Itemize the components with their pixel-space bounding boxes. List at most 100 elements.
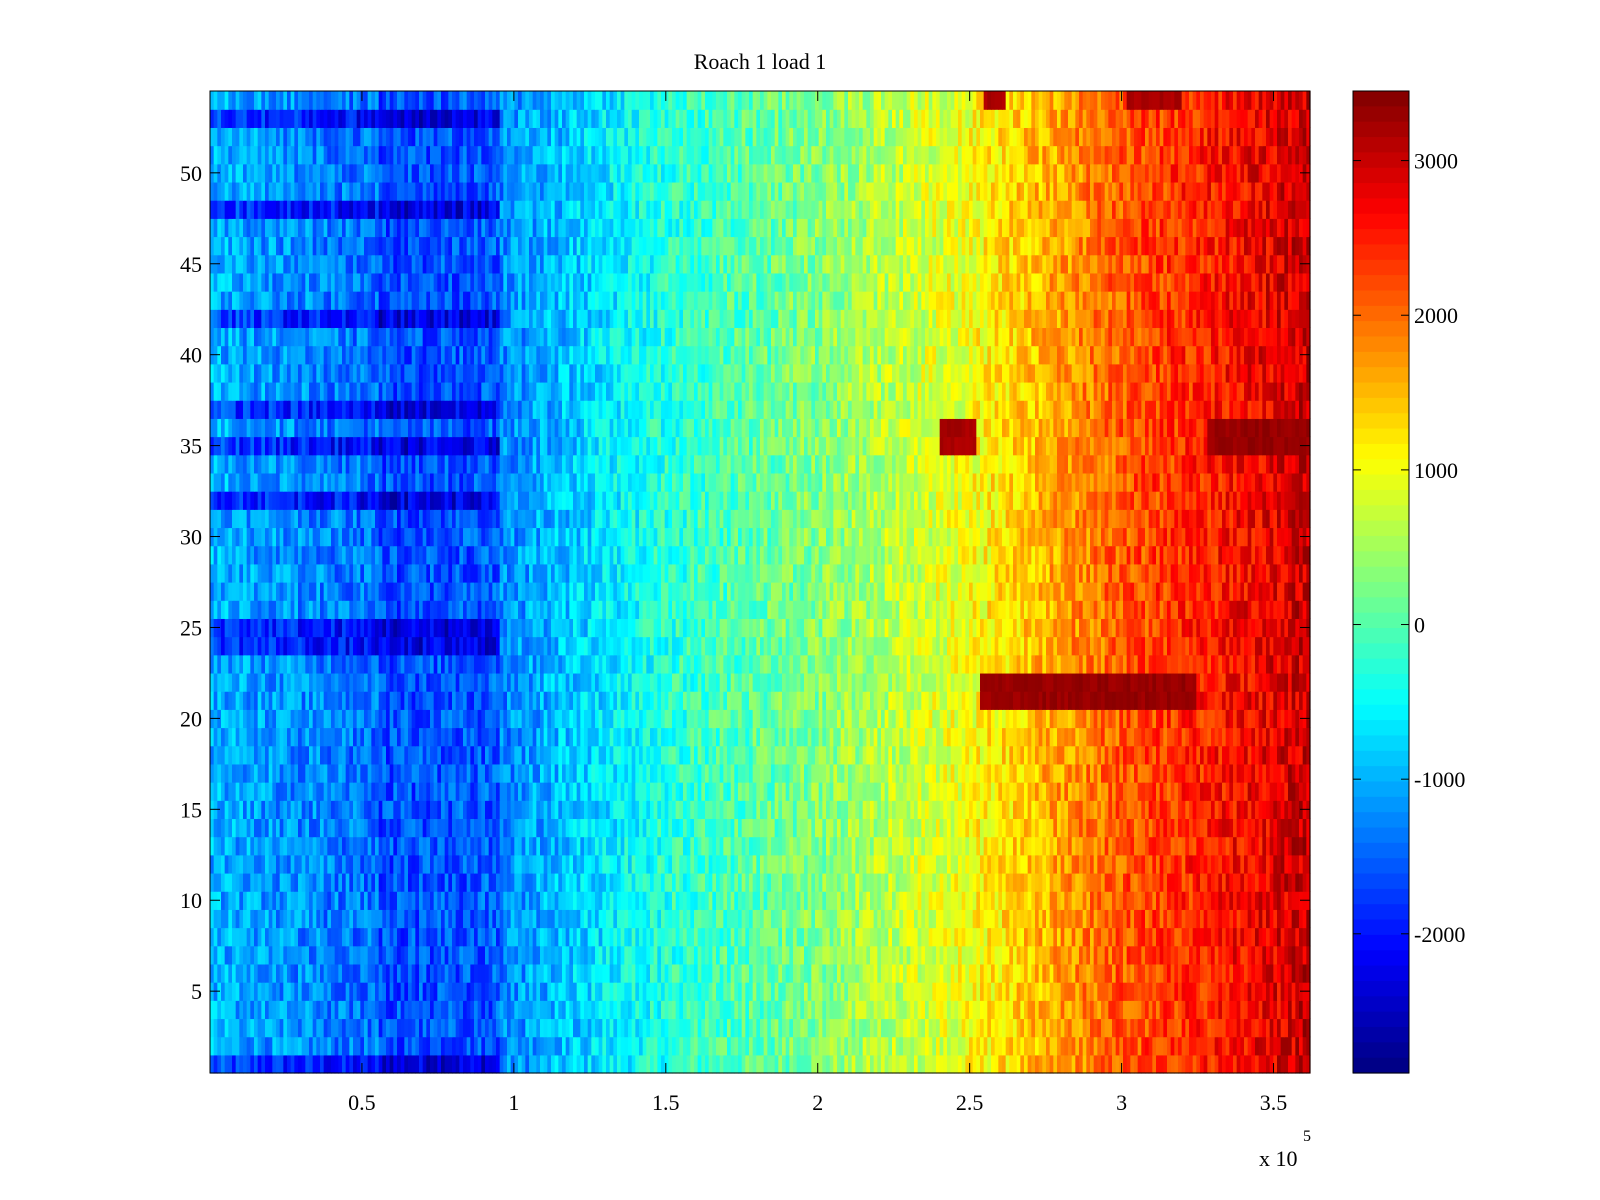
heatmap-cell: [474, 963, 479, 983]
heatmap-cell: [606, 927, 611, 947]
heatmap-cell: [774, 782, 779, 801]
heatmap-cell: [584, 927, 589, 947]
heatmap-cell: [1086, 1036, 1091, 1056]
heatmap-cell: [657, 982, 662, 1001]
heatmap-cell: [1104, 836, 1109, 856]
heatmap-cell: [507, 872, 512, 892]
heatmap-cell: [298, 854, 303, 874]
heatmap-cell: [1093, 891, 1098, 910]
heatmap-cell: [250, 963, 255, 983]
heatmap-cell: [591, 1018, 596, 1038]
heatmap-cell: [323, 872, 328, 892]
heatmap-cell: [496, 782, 501, 801]
heatmap-cell: [1068, 1000, 1073, 1020]
heatmap-cell: [1130, 963, 1135, 983]
heatmap-cell: [785, 982, 790, 1001]
heatmap-cell: [338, 854, 343, 874]
heatmap-cell: [367, 1000, 372, 1020]
heatmap-cell: [785, 1000, 790, 1020]
heatmap-cell: [617, 782, 622, 801]
heatmap-cell: [1148, 872, 1153, 892]
heatmap-cell: [994, 818, 999, 838]
heatmap-cell: [983, 963, 988, 983]
heatmap-cell: [1016, 872, 1021, 892]
heatmap-cell: [972, 782, 977, 801]
heatmap-cell: [939, 818, 944, 838]
heatmap-cell: [569, 872, 574, 892]
heatmap-cell: [778, 763, 783, 783]
heatmap-cell: [1005, 945, 1010, 965]
heatmap-cell: [1218, 1000, 1223, 1020]
heatmap-cell: [305, 800, 310, 820]
heatmap-cell: [602, 800, 607, 820]
heatmap-cell: [364, 854, 369, 874]
heatmap-cell: [675, 963, 680, 983]
heatmap-cell: [1229, 872, 1234, 892]
heatmap-cell: [1097, 872, 1102, 892]
heatmap-cell: [338, 1000, 343, 1020]
heatmap-cell: [1222, 782, 1227, 801]
heatmap-cell: [1082, 963, 1087, 983]
heatmap-cell: [283, 982, 288, 1001]
heatmap-cell: [1108, 982, 1113, 1001]
heatmap-cell: [895, 1018, 900, 1038]
heatmap-cell: [554, 909, 559, 929]
heatmap-cell: [349, 891, 354, 910]
heatmap-cell: [686, 800, 691, 820]
heatmap-cell: [404, 891, 409, 910]
heatmap-cell: [719, 1036, 724, 1056]
heatmap-cell: [1020, 800, 1025, 820]
heatmap-cell: [1115, 818, 1120, 838]
heatmap-cell: [613, 854, 618, 874]
heatmap-cell: [840, 782, 845, 801]
heatmap-cell: [430, 872, 435, 892]
heatmap-cell: [1020, 909, 1025, 929]
heatmap-cell: [525, 945, 530, 965]
heatmap-cell: [466, 1054, 471, 1074]
heatmap-cell: [939, 800, 944, 820]
heatmap-cell: [1214, 782, 1219, 801]
heatmap-cell: [774, 854, 779, 874]
heatmap-cell: [818, 1000, 823, 1020]
heatmap-cell: [998, 1036, 1003, 1056]
heatmap-cell: [448, 1054, 453, 1074]
heatmap-cell: [947, 800, 952, 820]
heatmap-cell: [804, 982, 809, 1001]
heatmap-cell: [1247, 872, 1252, 892]
heatmap-cell: [1049, 872, 1054, 892]
heatmap-cell: [752, 1036, 757, 1056]
heatmap-cell: [1009, 854, 1014, 874]
heatmap-cell: [540, 836, 545, 856]
heatmap-cell: [1049, 836, 1054, 856]
heatmap-cell: [730, 782, 735, 801]
heatmap-cell: [679, 1018, 684, 1038]
heatmap-cell: [624, 872, 629, 892]
heatmap-cell: [752, 836, 757, 856]
heatmap-cell: [1042, 909, 1047, 929]
heatmap-cell: [1273, 909, 1278, 929]
heatmap-cell: [818, 800, 823, 820]
heatmap-cell: [807, 963, 812, 983]
heatmap-cell: [367, 1036, 372, 1056]
heatmap-cell: [584, 872, 589, 892]
heatmap-cell: [1229, 1054, 1234, 1074]
heatmap-cell: [397, 872, 402, 892]
heatmap-cell: [580, 891, 585, 910]
heatmap-cell: [862, 891, 867, 910]
heatmap-cell: [675, 872, 680, 892]
heatmap-cell: [492, 982, 497, 1001]
heatmap-cell: [793, 982, 798, 1001]
heatmap-cell: [331, 836, 336, 856]
heatmap-cell: [675, 800, 680, 820]
heatmap-cell: [261, 982, 266, 1001]
heatmap-cell: [558, 818, 563, 838]
heatmap-cell: [448, 763, 453, 783]
heatmap-cell: [1244, 1054, 1249, 1074]
heatmap-cell: [734, 800, 739, 820]
heatmap-cell: [562, 1018, 567, 1038]
heatmap-cell: [1211, 927, 1216, 947]
heatmap-cell: [591, 982, 596, 1001]
heatmap-cell: [796, 927, 801, 947]
heatmap-cell: [1218, 854, 1223, 874]
heatmap-cell: [551, 963, 556, 983]
